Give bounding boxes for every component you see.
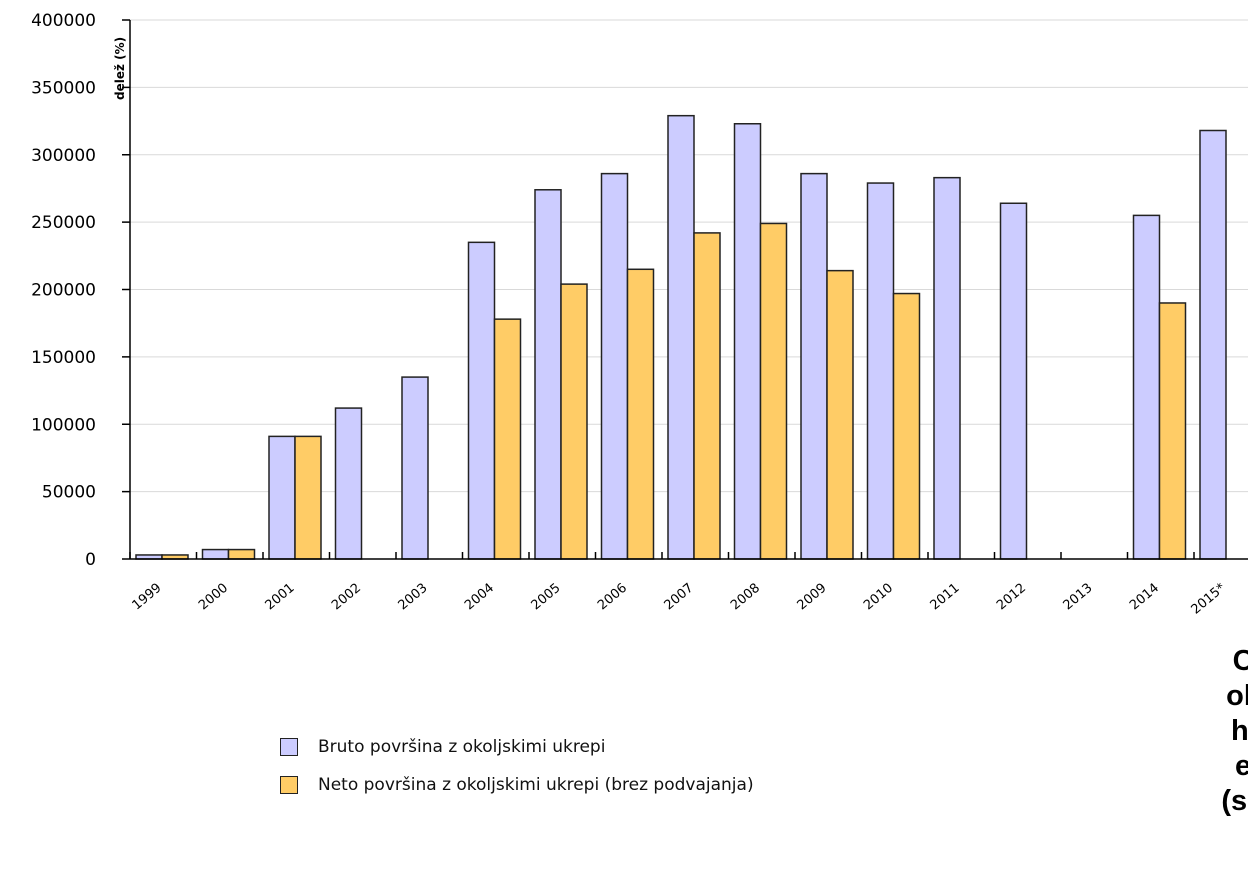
y-tick-label: 0 [85, 550, 96, 570]
bar-neto [227, 548, 256, 560]
bar-bruto [334, 407, 363, 560]
bar-bruto [1199, 129, 1227, 560]
side-note: Cilj: okolj ha k eko (skup [1150, 644, 1248, 819]
y-axis: 0 50000 100000 150000 200000 250000 300000 3500… [31, 11, 131, 570]
bar-bruto [667, 114, 695, 560]
legend: Bruto površina z okoljskimi ukrepi Neto … [280, 730, 754, 806]
legend-label-neto: Neto površina z okoljskimi ukrepi (brez … [318, 775, 754, 795]
x-axis: 1999 2000 2001 2002 2003 2004 2005 2006 2007 2008… [129, 552, 1248, 618]
x-tick-label: 2003 [396, 581, 431, 614]
bar-bruto [999, 202, 1028, 560]
y-tick-label: 400000 [31, 11, 96, 31]
x-tick-label: 2007 [662, 581, 697, 614]
bar-bruto [201, 548, 230, 560]
y-axis-label: delež (%) [113, 37, 127, 100]
bar-neto [892, 292, 921, 560]
bar-bruto [800, 172, 828, 560]
y-tick-label: 100000 [31, 415, 96, 435]
bar-bruto [600, 172, 629, 560]
x-tick-label: 2001 [263, 581, 298, 614]
legend-item-bruto: Bruto površina z okoljskimi ukrepi [280, 730, 754, 764]
bar-bruto [933, 176, 961, 560]
bar-neto [693, 232, 721, 560]
bar-bruto [534, 189, 562, 560]
y-tick-label: 300000 [31, 146, 96, 166]
bar-neto [1158, 302, 1187, 560]
y-tick-label: 150000 [31, 348, 96, 368]
x-tick-label: 2000 [196, 581, 231, 614]
legend-label-bruto: Bruto površina z okoljskimi ukrepi [318, 737, 606, 757]
x-tick-label: 2011 [928, 581, 963, 614]
bar-neto [560, 283, 588, 560]
bar-neto [759, 222, 788, 560]
side-note-line: eko [1235, 750, 1248, 782]
x-tick-label: 2010 [861, 581, 896, 614]
legend-item-neto: Neto površina z okoljskimi ukrepi (brez … [280, 768, 754, 802]
bar-neto [626, 268, 655, 560]
side-note-line: (skup [1221, 785, 1248, 817]
x-tick-label: 2009 [795, 581, 830, 614]
bar-bruto [1132, 214, 1161, 560]
x-tick-label: 2012 [994, 581, 1029, 614]
x-tick-label: 2006 [595, 581, 630, 614]
x-tick-label: 2005 [529, 581, 564, 614]
bar-bruto [733, 123, 762, 560]
bar-bruto [268, 435, 296, 560]
y-tick-label: 350000 [31, 78, 96, 98]
x-tick-label: 2013 [1061, 581, 1096, 614]
x-tick-label: 2015* [1189, 580, 1229, 617]
side-note-line: Cilj: [1232, 645, 1248, 677]
bar-neto [826, 269, 854, 560]
bars [135, 114, 1227, 560]
bar-neto [294, 435, 322, 560]
x-tick-label: 2008 [728, 581, 763, 614]
bar-bruto [467, 241, 496, 560]
y-tick-label: 200000 [31, 281, 96, 301]
y-tick-label: 250000 [31, 213, 96, 233]
bar-bruto [401, 376, 429, 560]
x-tick-label: 2002 [329, 581, 364, 614]
bar-neto [493, 318, 522, 560]
legend-swatch-bruto [280, 738, 298, 756]
legend-swatch-neto [280, 776, 298, 794]
side-note-line: okolj [1226, 680, 1248, 712]
side-note-line: ha k [1230, 715, 1248, 747]
x-tick-label: 2014 [1127, 581, 1162, 614]
y-tick-label: 50000 [42, 483, 96, 503]
bar-bruto [866, 182, 895, 560]
x-tick-label: 2004 [462, 581, 497, 614]
x-tick-label: 1999 [130, 581, 165, 614]
